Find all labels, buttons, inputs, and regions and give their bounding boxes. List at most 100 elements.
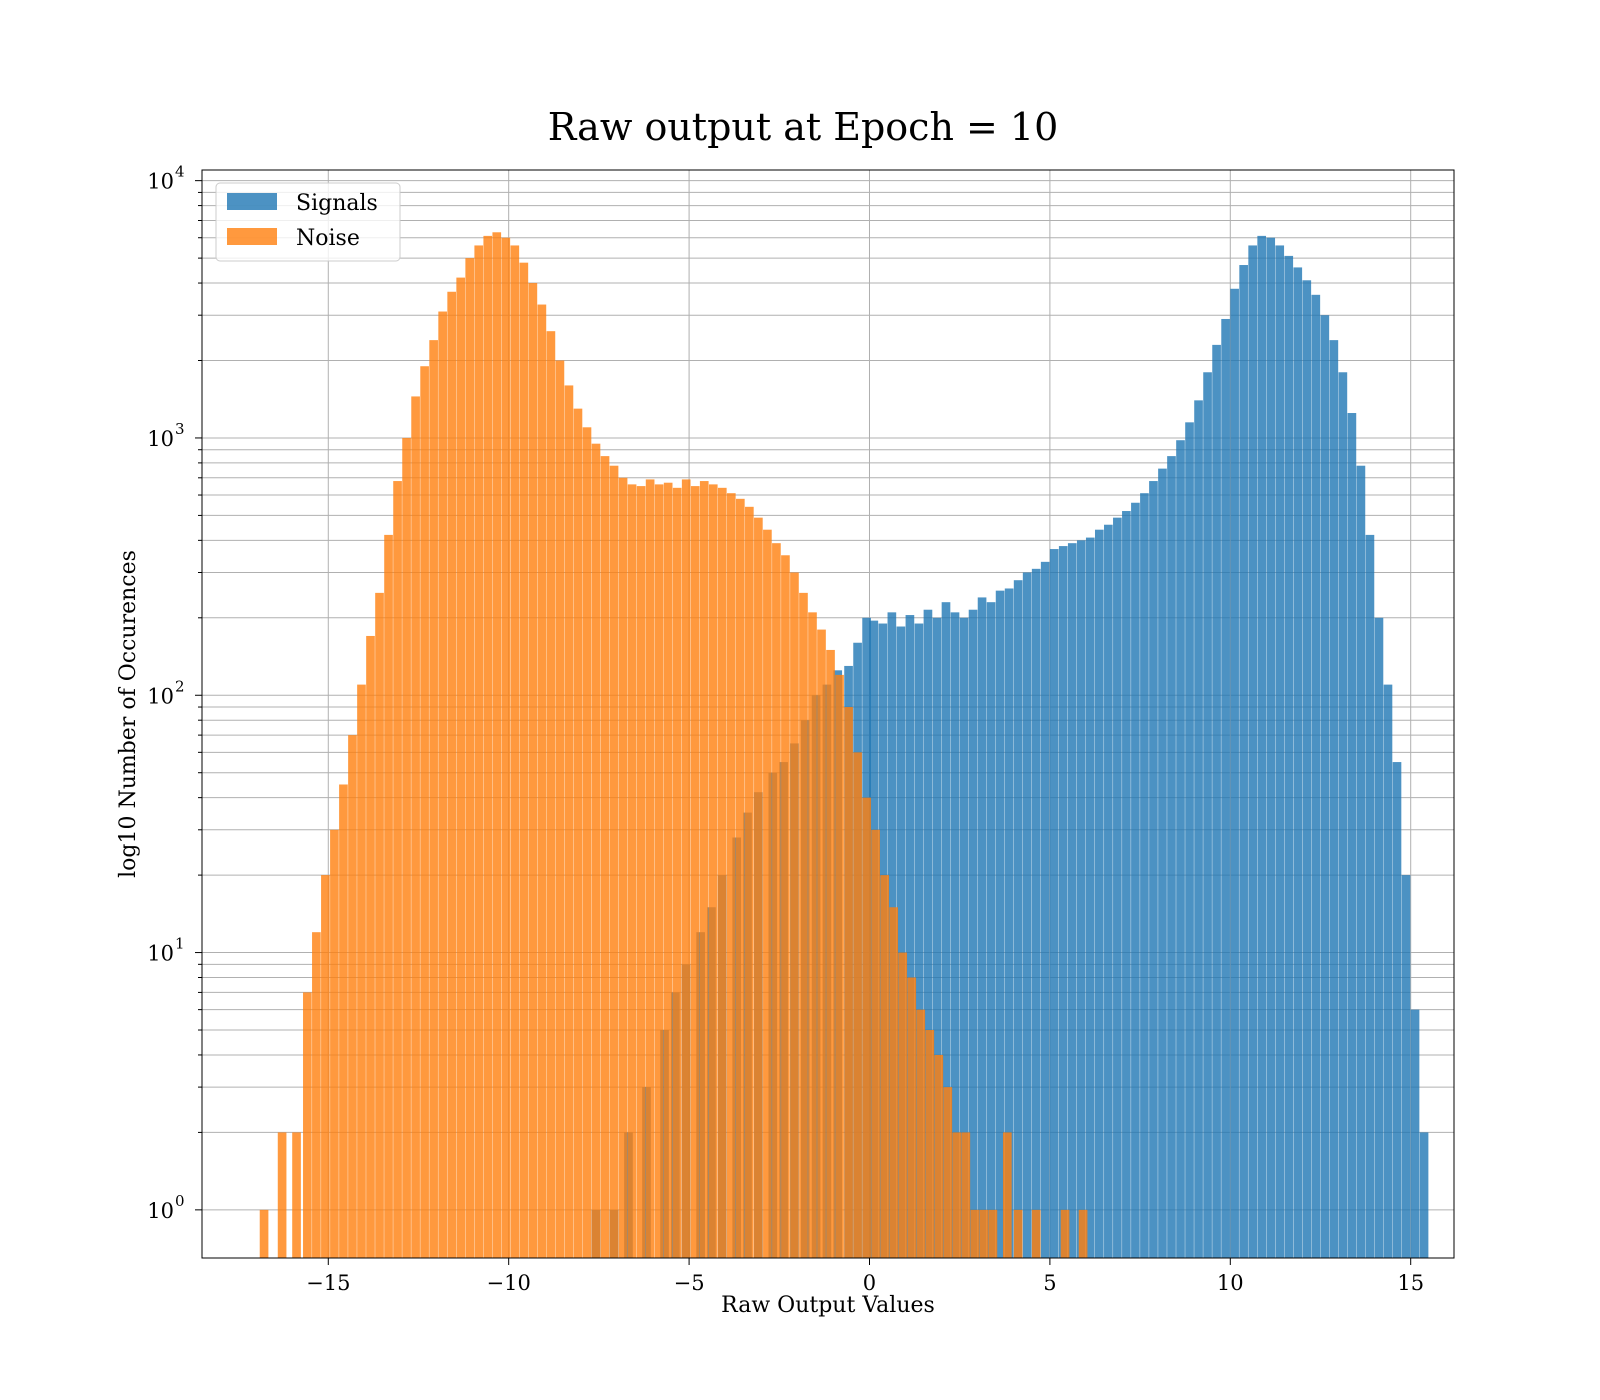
bar-signals (1257, 235, 1267, 1258)
bar-signals (1266, 237, 1276, 1258)
x-tick-label: −10 (487, 1271, 531, 1295)
bar-noise (690, 486, 700, 1258)
bar-noise (259, 1209, 269, 1258)
bar-signals (1131, 502, 1140, 1258)
bar-noise (591, 443, 601, 1258)
y-tick-label: 10 (147, 427, 174, 451)
bar-signals (1203, 372, 1212, 1258)
bar-noise (411, 396, 420, 1259)
bar-signals (1338, 372, 1348, 1258)
x-axis-ticks: −15 −10 −5 0 5 10 15 (306, 1258, 1424, 1295)
bar-noise (717, 487, 727, 1258)
bar-noise (1060, 1209, 1070, 1258)
chart-title: Raw output at Epoch = 10 (548, 105, 1059, 149)
bar-noise (844, 707, 853, 1258)
histogram-bars (259, 232, 1429, 1259)
legend-label-noise: Noise (296, 226, 360, 251)
bar-noise (808, 612, 817, 1258)
bar-signals (959, 617, 969, 1258)
y-tick-exponent: 0 (175, 1192, 185, 1210)
bar-noise (663, 482, 673, 1258)
bar-signals (1356, 465, 1366, 1258)
bar-signals (1221, 318, 1230, 1258)
bar-noise (366, 635, 375, 1258)
bar-signals (914, 623, 924, 1258)
bar-signals (1365, 534, 1375, 1258)
x-tick-label: 10 (1217, 1271, 1244, 1295)
legend: Signals Noise (215, 182, 401, 262)
bar-signals (941, 602, 951, 1258)
bar-noise (745, 506, 754, 1259)
bar-noise (528, 283, 538, 1258)
bar-noise (357, 684, 366, 1258)
bar-noise (889, 907, 898, 1258)
bar-noise (474, 245, 484, 1259)
bar-noise (277, 1132, 287, 1258)
bar-signals (1410, 1009, 1420, 1258)
bar-signals (923, 609, 933, 1258)
legend-swatch-signals (227, 193, 277, 210)
bar-noise (853, 752, 862, 1258)
bar-signals (1401, 875, 1411, 1258)
bar-signals (1302, 280, 1312, 1258)
bar-signals (1185, 422, 1194, 1258)
bar-signals (1347, 413, 1357, 1258)
bar-signals (1076, 540, 1086, 1258)
bar-noise (826, 649, 835, 1258)
y-tick-exponent: 2 (175, 677, 185, 695)
bar-noise (835, 674, 844, 1258)
bar-noise (292, 1132, 301, 1258)
bar-noise (420, 366, 429, 1258)
bar-noise (402, 437, 411, 1258)
y-axis-label: log10 Number of Occurences (116, 550, 141, 878)
bar-signals (1040, 561, 1050, 1258)
bar-noise (546, 331, 556, 1258)
bar-signals (1113, 517, 1122, 1258)
bar-noise (1002, 1132, 1012, 1258)
x-tick-label: 5 (1043, 1271, 1056, 1295)
bar-signals (1419, 1132, 1429, 1258)
bar-noise (609, 465, 619, 1258)
bar-noise (925, 1030, 935, 1258)
bar-noise (772, 543, 781, 1258)
y-tick-label: 10 (147, 942, 174, 966)
y-tick-exponent: 4 (175, 163, 185, 181)
bar-noise (501, 237, 511, 1258)
bar-noise (483, 235, 493, 1258)
bar-noise (312, 932, 321, 1258)
bar-noise (817, 629, 826, 1258)
bar-signals (905, 615, 915, 1258)
bar-signals (1140, 493, 1149, 1259)
bar-noise (763, 529, 772, 1258)
bar-signals (1275, 245, 1285, 1259)
legend-label-signals: Signals (296, 191, 378, 216)
bar-noise (339, 784, 348, 1258)
bar-signals (1248, 245, 1257, 1259)
bar-signals (1293, 267, 1303, 1259)
bar-noise (438, 311, 447, 1259)
y-tick-label: 10 (147, 1199, 174, 1223)
x-tick-label: −15 (306, 1271, 350, 1295)
bar-noise (627, 484, 637, 1258)
bar-noise (699, 481, 709, 1258)
bar-signals (968, 609, 978, 1258)
bar-noise (880, 875, 889, 1258)
bar-signals (1022, 572, 1032, 1258)
bar-noise (735, 498, 745, 1258)
bar-signals (1158, 468, 1167, 1258)
bar-noise (582, 427, 592, 1259)
bar-signals (1284, 255, 1294, 1258)
bar-noise (384, 534, 393, 1258)
bar-noise (654, 484, 664, 1258)
y-tick-label: 10 (147, 684, 174, 708)
y-tick-exponent: 1 (175, 935, 185, 953)
y-tick-label: 10 (147, 170, 174, 194)
bar-noise (672, 487, 682, 1258)
bar-noise (429, 340, 438, 1258)
series-noise (259, 232, 1088, 1259)
bar-signals (1167, 456, 1176, 1258)
bar-signals (1004, 588, 1014, 1258)
bar-noise (303, 992, 312, 1258)
bar-signals (1031, 568, 1041, 1258)
